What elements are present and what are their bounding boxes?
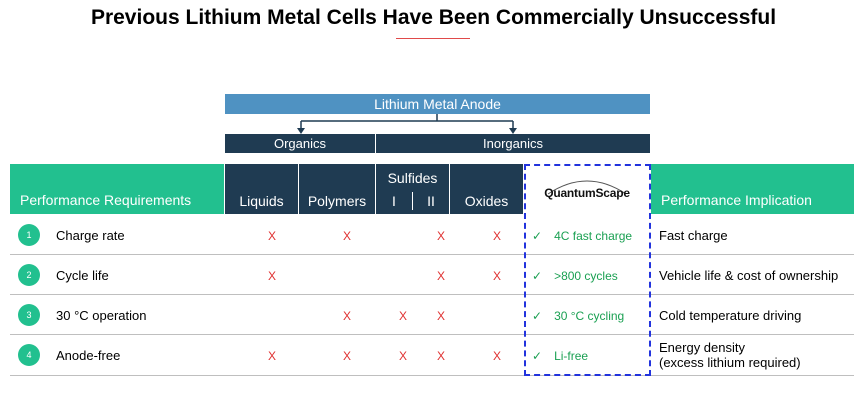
- check-icon: ✓: [532, 229, 543, 243]
- quantumscape-result-text: Li-free: [554, 349, 589, 363]
- quantumscape-logo: QuantumScape: [526, 166, 648, 213]
- organics-bar: Organics: [225, 134, 375, 153]
- fail-mark-sulf-i: X: [398, 349, 407, 363]
- quantumscape-result-text: 4C fast charge: [554, 229, 633, 243]
- fail-mark-sulf-ii: X: [436, 309, 445, 323]
- fail-mark-oxides: X: [492, 269, 501, 283]
- implication-line-1: Vehicle life & cost of ownership: [659, 268, 839, 283]
- header-performance-implication: Performance Implication: [651, 164, 854, 214]
- row-number-badge: 2: [18, 264, 40, 286]
- quantumscape-logo-arc-icon: [547, 180, 627, 195]
- table-row: 4 Anode-free X X X X X ✓ Li-free Energy density (e…: [10, 335, 854, 375]
- sulfides-divider: [412, 192, 413, 210]
- fail-mark-liquids: X: [267, 229, 276, 243]
- header-polymers: Polymers: [299, 164, 375, 214]
- fail-mark-polymers: X: [342, 229, 351, 243]
- header-sulfides: Sulfides I II: [376, 164, 449, 214]
- implication-line-1: Energy density: [659, 340, 745, 355]
- quantumscape-result: ✓ 4C fast charge: [532, 229, 632, 243]
- row-divider: [10, 254, 854, 255]
- fail-mark-sulf-ii: X: [436, 229, 445, 243]
- table-row: 2 Cycle life X X X ✓ >800 cycles Vehicle life &…: [10, 255, 854, 295]
- row-divider: [10, 375, 854, 376]
- quantumscape-result: ✓ >800 cycles: [532, 269, 618, 283]
- fail-mark-sulf-i: X: [398, 309, 407, 323]
- quantumscape-logo-text: QuantumScape: [544, 186, 630, 200]
- performance-implication: Fast charge: [659, 228, 728, 243]
- header-liquids: Liquids: [225, 164, 298, 214]
- quantumscape-result: ✓ Li-free: [532, 349, 588, 363]
- row-divider: [10, 334, 854, 335]
- implication-line-1: Fast charge: [659, 228, 728, 243]
- header-performance-requirements: Performance Requirements: [10, 164, 224, 214]
- implication-line-2: (excess lithium required): [659, 355, 801, 370]
- fail-mark-oxides: X: [492, 229, 501, 243]
- requirement-label: Anode-free: [56, 348, 121, 363]
- row-number-badge: 1: [18, 224, 40, 246]
- header-sulfides-i: I: [392, 193, 396, 209]
- performance-implication: Energy density (excess lithium required): [659, 340, 801, 370]
- header-polymers-label: Polymers: [307, 193, 367, 209]
- quantumscape-result-text: 30 °C cycling: [554, 309, 625, 323]
- row-number-badge: 3: [18, 304, 40, 326]
- check-icon: ✓: [532, 309, 543, 323]
- table-row: 1 Charge rate X X X X ✓ 4C fast charge Fast char…: [10, 215, 854, 255]
- fail-mark-oxides: X: [492, 349, 501, 363]
- implication-line-1: Cold temperature driving: [659, 308, 802, 323]
- fail-mark-polymers: X: [342, 309, 351, 323]
- fail-mark-sulf-ii: X: [436, 269, 445, 283]
- quantumscape-result-text: >800 cycles: [554, 269, 618, 283]
- row-number-badge: 4: [18, 344, 40, 366]
- row-divider: [10, 294, 854, 295]
- quantumscape-highlight-box: [524, 164, 651, 376]
- requirement-label: Cycle life: [56, 268, 109, 283]
- header-oxides: Oxides: [450, 164, 523, 214]
- header-liquids-label: Liquids: [239, 193, 284, 209]
- header-sulfides-ii: II: [427, 193, 435, 209]
- fail-mark-liquids: X: [267, 349, 276, 363]
- requirement-label: 30 °C operation: [56, 308, 147, 323]
- header-oxides-label: Oxides: [464, 193, 509, 209]
- quantumscape-result: ✓ 30 °C cycling: [532, 309, 624, 323]
- tree-connector: [297, 114, 517, 134]
- header-sulfides-label: Sulfides: [387, 170, 438, 186]
- fail-mark-polymers: X: [342, 349, 351, 363]
- check-icon: ✓: [532, 269, 543, 283]
- fail-mark-sulf-ii: X: [436, 349, 445, 363]
- title-underline: [396, 38, 470, 39]
- performance-implication: Vehicle life & cost of ownership: [659, 268, 838, 283]
- lithium-metal-anode-bar: Lithium Metal Anode: [225, 94, 650, 114]
- page-title: Previous Lithium Metal Cells Have Been C…: [90, 6, 777, 29]
- inorganics-bar: Inorganics: [376, 134, 650, 153]
- table-row: 3 30 °C operation X X X ✓ 30 °C cycling Cold te…: [10, 295, 854, 335]
- check-icon: ✓: [532, 349, 543, 363]
- performance-implication: Cold temperature driving: [659, 308, 801, 323]
- fail-mark-liquids: X: [267, 269, 276, 283]
- requirement-label: Charge rate: [56, 228, 125, 243]
